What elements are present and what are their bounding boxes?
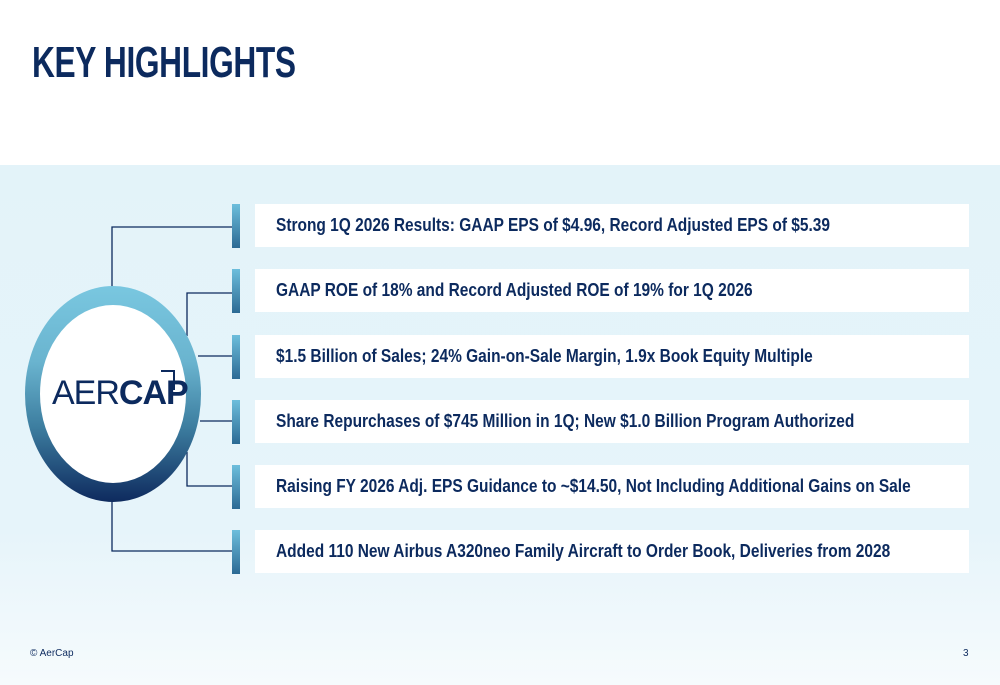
logo-corner-mark	[161, 370, 175, 390]
aercap-logo: AERCAP	[52, 374, 189, 412]
highlight-text: Strong 1Q 2026 Results: GAAP EPS of $4.9…	[276, 215, 831, 235]
highlight-text: Raising FY 2026 Adj. EPS Guidance to ~$1…	[276, 476, 911, 496]
highlight-text: Added 110 New Airbus A320neo Family Airc…	[276, 541, 891, 561]
highlight-text: Share Repurchases of $745 Million in 1Q;…	[276, 411, 855, 431]
highlight-item: GAAP ROE of 18% and Record Adjusted ROE …	[255, 269, 969, 312]
highlight-item: Added 110 New Airbus A320neo Family Airc…	[255, 530, 969, 573]
highlight-item: Share Repurchases of $745 Million in 1Q;…	[255, 400, 969, 443]
highlight-item: $1.5 Billion of Sales; 24% Gain-on-Sale …	[255, 335, 969, 378]
highlight-marker	[232, 204, 240, 248]
highlight-marker	[232, 335, 240, 379]
logo-ring	[25, 286, 201, 502]
page-title: KEY HIGHLIGHTS	[32, 38, 296, 87]
page-number: 3	[963, 648, 969, 659]
highlight-text: $1.5 Billion of Sales; 24% Gain-on-Sale …	[276, 346, 813, 366]
highlight-marker	[232, 465, 240, 509]
copyright: © AerCap	[30, 648, 74, 659]
highlight-item: Raising FY 2026 Adj. EPS Guidance to ~$1…	[255, 465, 969, 508]
highlight-marker	[232, 400, 240, 444]
highlight-marker	[232, 269, 240, 313]
highlight-text: GAAP ROE of 18% and Record Adjusted ROE …	[276, 280, 753, 300]
highlight-marker	[232, 530, 240, 574]
highlight-item: Strong 1Q 2026 Results: GAAP EPS of $4.9…	[255, 204, 969, 247]
